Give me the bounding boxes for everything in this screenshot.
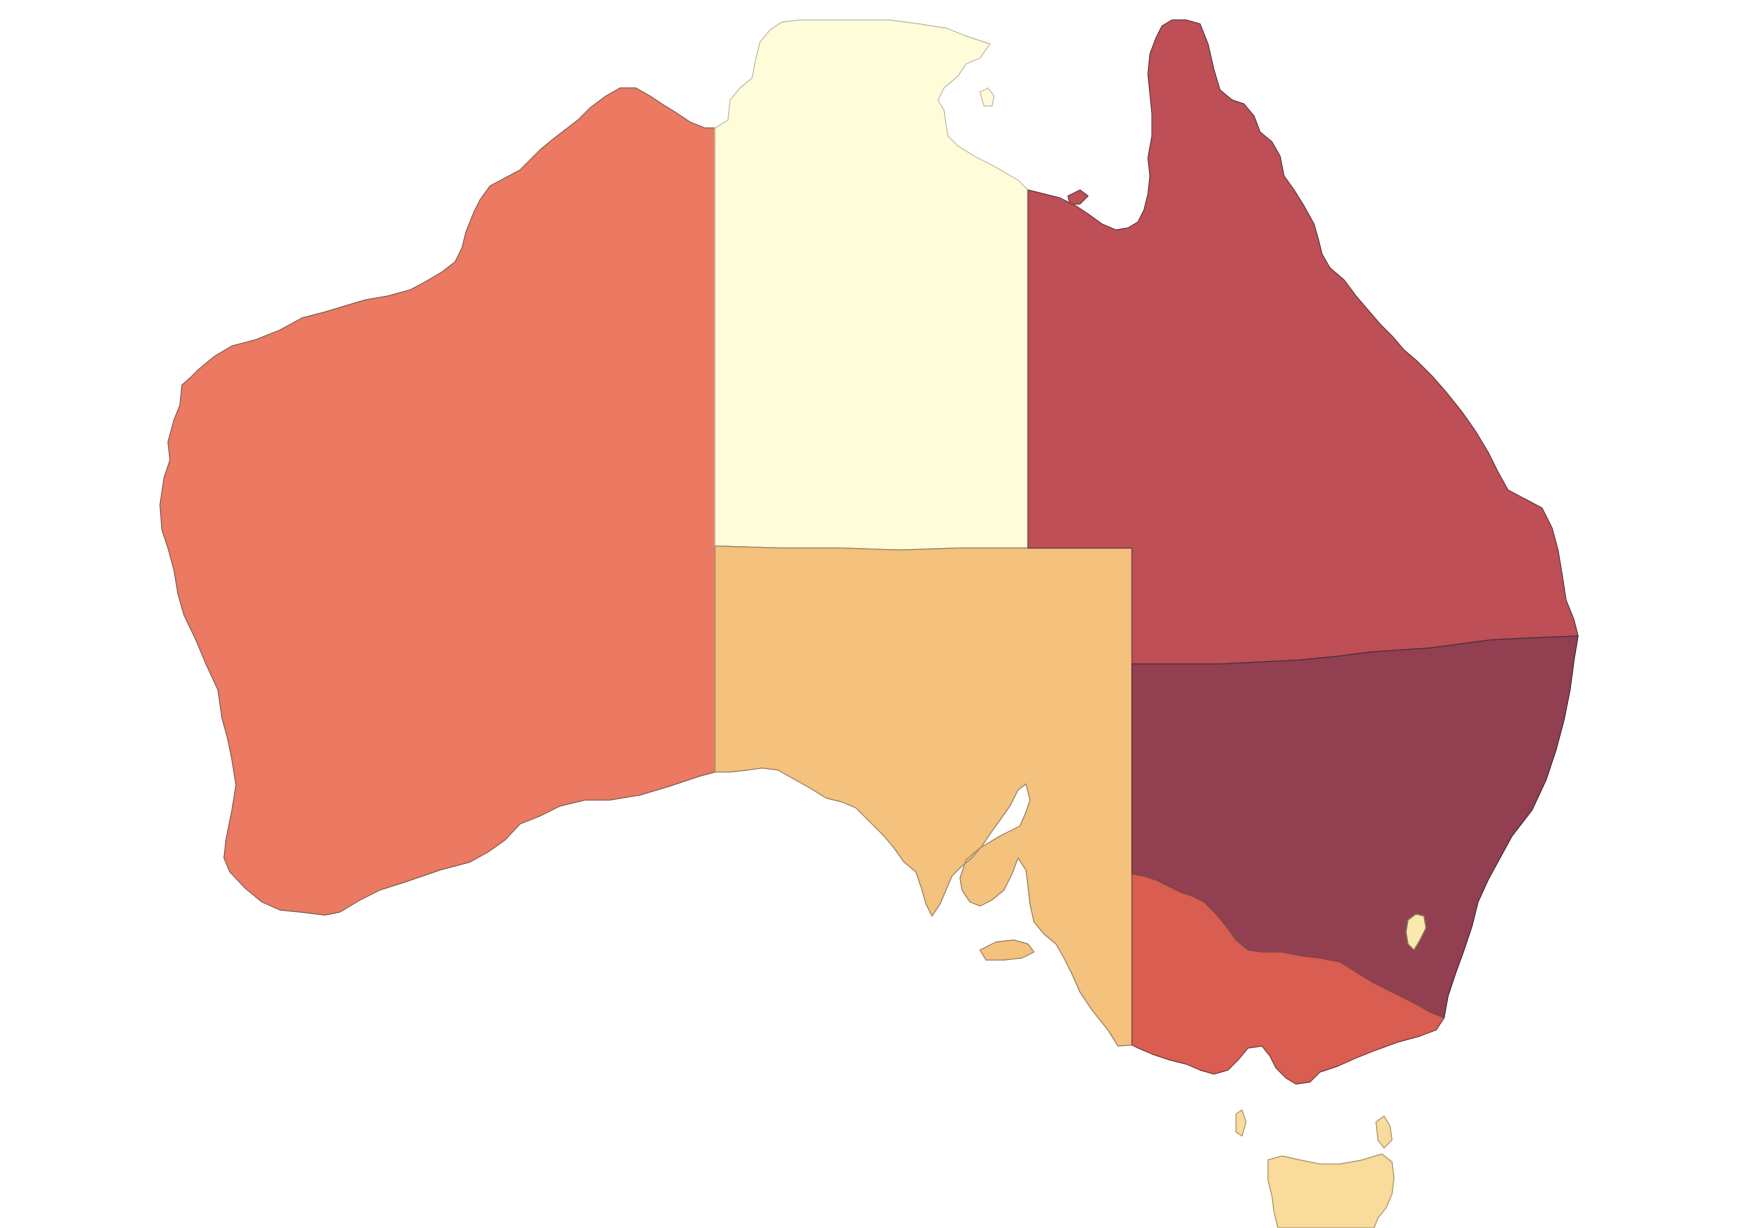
region-south-australia[interactable] (714, 545, 1133, 1047)
region-victoria[interactable] (1131, 873, 1445, 1085)
region-south-australia-kangaroo-island[interactable] (979, 939, 1035, 961)
region-northern-territory[interactable] (714, 19, 1029, 551)
region-northern-territory-groote-eylandt[interactable] (979, 87, 995, 107)
region-tasmania[interactable] (1267, 1153, 1395, 1228)
region-australian-capital-territory[interactable] (1405, 913, 1427, 951)
region-queensland-mornington-island[interactable] (1067, 189, 1089, 205)
region-tasmania-king-island[interactable] (1235, 1109, 1247, 1137)
region-western-australia[interactable] (159, 87, 716, 916)
region-tasmania-flinders-island[interactable] (1375, 1115, 1393, 1149)
